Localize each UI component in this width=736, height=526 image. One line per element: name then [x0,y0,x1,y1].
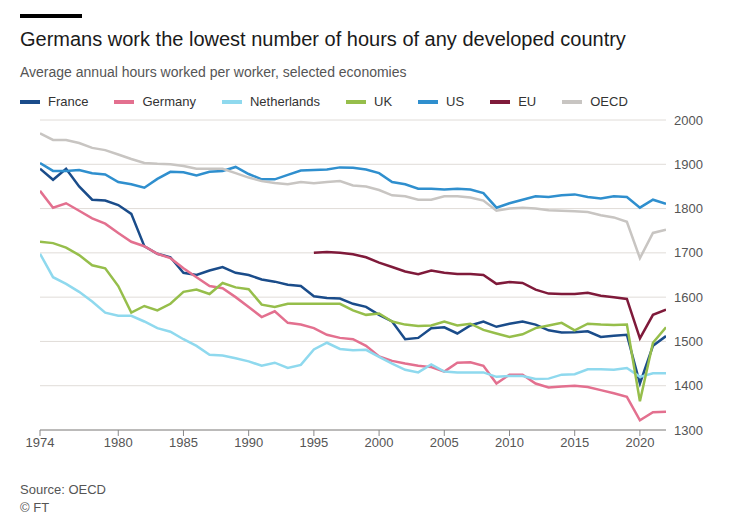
html-text:France: France [48,94,89,109]
svg-text:2005: 2005 [430,435,459,450]
svg-text:1900: 1900 [674,157,703,172]
svg-text:1974: 1974 [26,435,55,450]
html-text:UK: UK [374,94,393,109]
html-text:Germany: Germany [142,94,196,109]
html-text:US: US [446,94,465,109]
svg-text:1995: 1995 [299,435,328,450]
html-text:© FT: © FT [20,500,50,515]
html-text:Source: OECD: Source: OECD [20,482,106,497]
html-text:OECD: OECD [590,94,628,109]
html-text:Average annual hours worked pe: Average annual hours worked per worker, … [20,64,407,80]
svg-text:1500: 1500 [674,334,703,349]
html-text:Germans work the lowest number: Germans work the lowest number of hours … [20,28,626,50]
svg-text:2020: 2020 [625,435,654,450]
html-text:Netherlands: Netherlands [249,94,320,109]
svg-text:1400: 1400 [674,378,703,393]
svg-text:2015: 2015 [560,435,589,450]
svg-text:1600: 1600 [674,290,703,305]
svg-text:1300: 1300 [674,423,703,438]
svg-text:1800: 1800 [674,201,703,216]
svg-text:1985: 1985 [169,435,198,450]
svg-text:2000: 2000 [674,113,703,128]
svg-text:2000: 2000 [365,435,394,450]
html-text:EU: EU [518,94,537,109]
svg-text:1990: 1990 [234,435,263,450]
svg-text:1980: 1980 [104,435,133,450]
svg-text:1700: 1700 [674,245,703,260]
svg-text:2010: 2010 [495,435,524,450]
